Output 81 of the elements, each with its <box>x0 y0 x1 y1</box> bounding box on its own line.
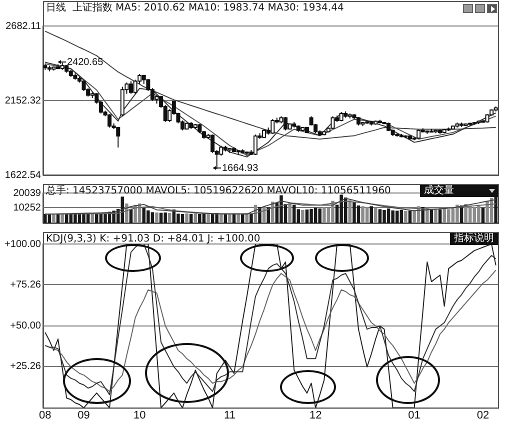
bar <box>386 208 390 223</box>
bar <box>481 208 485 223</box>
y-tick-label: +100.00 <box>4 238 42 250</box>
y-tick-label: +25.26 <box>10 361 42 372</box>
chart-title: KDJ(9,3,3) K: +91.03 D: +84.01 J: +100.00 <box>46 234 260 245</box>
button: 指标说明 <box>450 233 498 245</box>
bar <box>292 204 296 223</box>
bar <box>86 214 90 223</box>
bar <box>477 205 480 223</box>
bar <box>198 214 202 223</box>
bar <box>370 206 374 223</box>
bar <box>408 210 412 223</box>
bar <box>288 203 292 223</box>
bar <box>322 206 326 223</box>
dropdown: 成交量 <box>420 185 498 197</box>
bar <box>305 209 309 223</box>
bar <box>74 214 77 223</box>
x-tick-label: 08 <box>39 409 52 422</box>
bar <box>52 214 56 223</box>
annotation: 1664.93 <box>222 162 259 174</box>
bar <box>456 204 459 223</box>
bar <box>434 208 438 223</box>
bar <box>451 208 455 223</box>
annotation: 指标说明 <box>454 233 494 244</box>
bar <box>60 214 64 223</box>
bar <box>280 195 283 223</box>
bar <box>95 214 98 223</box>
bar <box>494 195 498 223</box>
bar <box>185 213 188 223</box>
bar <box>250 214 253 223</box>
x-tick-label: 10 <box>133 409 146 422</box>
bar <box>180 214 184 223</box>
bar <box>331 200 334 223</box>
bar <box>155 212 158 223</box>
x-tick-label: 02 <box>476 409 490 422</box>
chart-title: 日线 上证指数 MA5: 2010.62 MA10: 1983.74 MA30: 1934.44 <box>46 2 344 14</box>
x-tick-label: 01 <box>408 409 420 422</box>
bar <box>438 209 442 223</box>
x-tick-label: 09 <box>78 409 90 422</box>
bar <box>301 210 304 223</box>
bar <box>472 206 476 223</box>
bar <box>104 213 107 223</box>
bar <box>194 214 198 223</box>
y-tick-label: 20039 <box>13 188 42 199</box>
x-tick-label: 11 <box>224 409 236 422</box>
y-tick-label: 2152.32 <box>4 95 42 106</box>
bar <box>382 210 386 223</box>
bar <box>310 208 313 223</box>
bar <box>361 206 364 223</box>
bar <box>468 206 472 223</box>
bar <box>412 210 416 223</box>
bar <box>400 210 404 223</box>
bar <box>374 208 378 223</box>
annotation: 2420.65 <box>67 56 104 68</box>
bar <box>365 206 369 223</box>
bar <box>266 207 270 223</box>
x-tick-label: 12 <box>309 409 322 422</box>
bar <box>82 214 86 223</box>
bar <box>168 212 172 223</box>
annotation: 成交量 <box>424 185 454 196</box>
bar <box>352 202 356 223</box>
bar <box>164 212 167 223</box>
bar <box>176 214 180 223</box>
bar <box>90 214 94 223</box>
bar <box>314 208 318 223</box>
y-tick-label: +50.00 <box>10 320 42 332</box>
y-tick-label: 10252 <box>13 202 42 214</box>
bar <box>404 210 408 223</box>
bar <box>356 205 360 223</box>
bar <box>318 208 322 223</box>
bar <box>150 212 154 223</box>
bar <box>159 212 163 223</box>
bar <box>486 200 489 223</box>
y-tick-label: 1622.54 <box>4 170 42 181</box>
bar <box>378 209 382 223</box>
bar <box>44 214 47 223</box>
bar <box>340 194 343 223</box>
bar <box>189 214 193 223</box>
y-tick-label: 2682.11 <box>6 20 42 32</box>
y-tick-label: +75.26 <box>10 279 42 290</box>
bar <box>142 208 146 223</box>
